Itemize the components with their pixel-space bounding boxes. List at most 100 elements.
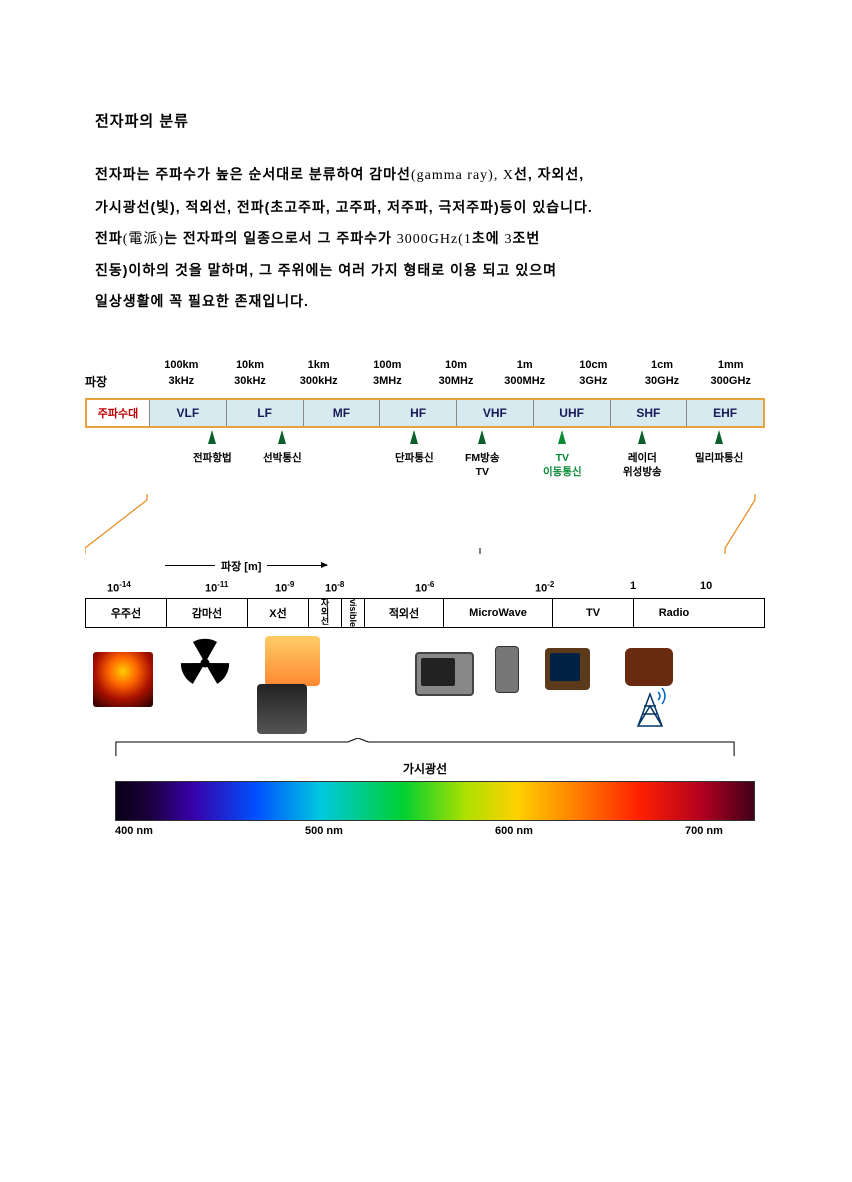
em-type-cell: MicroWave — [444, 599, 553, 627]
wavelength-value: 10km — [216, 357, 285, 374]
scale-column: 1mm300GHz — [696, 357, 765, 390]
band-cell: HF — [379, 400, 456, 426]
band-cell: EHF — [686, 400, 763, 426]
page-title: 전자파의 분류 — [95, 110, 762, 131]
nm-tick: 400 nm — [115, 825, 153, 837]
frequency-value: 300GHz — [696, 373, 765, 390]
wavelength-value: 1mm — [696, 357, 765, 374]
xray-icon — [257, 684, 307, 734]
exponent-value: 10-6 — [415, 580, 434, 595]
band-cell: SHF — [610, 400, 687, 426]
exponent-row: 10-1410-1110-910-810-610-2110 — [85, 580, 765, 598]
spectrum-chart: 파장 100km3kHz10km30kHz1km300kHz100m3MHz10… — [85, 357, 765, 841]
band-cell: VLF — [149, 400, 226, 426]
band-cells: VLFLFMFHFVHFUHFSHFEHF — [149, 400, 763, 426]
visible-light-bracket — [85, 738, 765, 758]
nm-tick: 600 nm — [495, 825, 533, 837]
exponent-value: 10-14 — [107, 580, 131, 595]
frequency-value: 30kHz — [216, 373, 285, 390]
p-line5: 일상생활에 꼭 필요한 존재입니다. — [95, 293, 309, 309]
sunbath-icon — [265, 636, 320, 686]
frequency-value: 3GHz — [559, 373, 628, 390]
wavelength-arrow: 파장 [m] — [165, 558, 765, 574]
p-line4: 진동)이하의 것을 말하며, 그 주위에는 여러 가지 형태로 이용 되고 있으… — [95, 262, 557, 278]
frequency-value: 3kHz — [147, 373, 216, 390]
wavelength-scale-row: 파장 100km3kHz10km30kHz1km300kHz100m3MHz10… — [85, 357, 765, 390]
frequency-value: 30MHz — [422, 373, 491, 390]
exponent-value: 10 — [700, 580, 712, 592]
em-type-cell: X선 — [248, 599, 309, 627]
exponent-value: 10-2 — [535, 580, 554, 595]
band-cell: MF — [303, 400, 380, 426]
application-label: 전파항법 — [193, 452, 232, 466]
band-cell: UHF — [533, 400, 610, 426]
scale-column: 10m30MHz — [422, 357, 491, 390]
wavelength-value: 10cm — [559, 357, 628, 374]
p-line1a: 전자파는 주파수가 높은 순서대로 분류하여 감마선 — [95, 166, 411, 182]
p-line3c: 는 전자파의 일종으로서 그 주파수가 — [164, 230, 397, 246]
em-type-cell: 감마선 — [167, 599, 248, 627]
p-line3a: 전파 — [95, 230, 123, 246]
p-line3b: (電派) — [123, 232, 164, 247]
tv-icon — [545, 648, 590, 690]
scale-column: 1cm30GHz — [628, 357, 697, 390]
phone-icon — [495, 646, 519, 693]
p-line1c: 선, 자외선, — [514, 166, 584, 182]
visible-light-label: 가시광선 — [85, 760, 765, 777]
scale-column: 10cm3GHz — [559, 357, 628, 390]
scale-column: 100m3MHz — [353, 357, 422, 390]
wavelength-value: 10m — [422, 357, 491, 374]
p-line3e: 초에 — [472, 230, 505, 246]
band-cell: VHF — [456, 400, 533, 426]
nanometer-scale-row: 400 nm 500 nm 600 nm 700 nm — [115, 821, 755, 841]
nm-tick: 700 nm — [685, 825, 723, 837]
em-type-cell: visible — [342, 599, 365, 627]
wavelength-value: 100km — [147, 357, 216, 374]
scale-column: 1m300MHz — [490, 357, 559, 390]
nm-tick: 500 nm — [305, 825, 343, 837]
application-label: 선박통신 — [263, 452, 302, 466]
scale-column: 100km3kHz — [147, 357, 216, 390]
tower-icon — [630, 686, 670, 728]
em-type-cell: 우주선 — [86, 599, 167, 627]
document-page: 전자파의 분류 전자파는 주파수가 높은 순서대로 분류하여 감마선(gamma… — [0, 0, 852, 901]
scale-column: 1km300kHz — [284, 357, 353, 390]
zoom-bracket — [85, 494, 765, 554]
wavelength-value: 1km — [284, 357, 353, 374]
radiation-icon — [180, 638, 230, 688]
band-cell: LF — [226, 400, 303, 426]
wavelength-axis-label: 파장 — [85, 373, 147, 390]
em-type-cell: 자외선 — [309, 599, 342, 627]
exponent-value: 10-9 — [275, 580, 294, 595]
em-type-cell: TV — [553, 599, 634, 627]
frequency-value: 300MHz — [490, 373, 559, 390]
wavelength-value: 100m — [353, 357, 422, 374]
example-icons-row — [85, 634, 765, 734]
application-label: 레이더위성방송 — [623, 452, 662, 479]
em-type-row: 우주선감마선X선자외선visible적외선MicroWaveTVRadio — [85, 598, 765, 628]
exponent-value: 10-8 — [325, 580, 344, 595]
full-spectrum-section: 파장 [m] 10-1410-1110-910-810-610-2110 우주선… — [85, 558, 765, 841]
frequency-value: 30GHz — [628, 373, 697, 390]
p-line3f: 3 — [505, 232, 513, 247]
explosion-icon — [93, 652, 153, 707]
frequency-value: 300kHz — [284, 373, 353, 390]
wavelength-value: 1m — [490, 357, 559, 374]
wavelength-value: 1cm — [628, 357, 697, 374]
application-label: FM방송TV — [465, 452, 499, 479]
p-line2a: 가시광선(빛), 적외선, 전파(초고주파, 고주파, 저주파, 극저주파)등이… — [95, 199, 593, 215]
band-axis-label: 주파수대 — [87, 400, 149, 426]
em-type-cell: 적외선 — [365, 599, 444, 627]
p-line3g: 조번 — [513, 230, 541, 246]
body-paragraph: 전자파는 주파수가 높은 순서대로 분류하여 감마선(gamma ray), X… — [95, 159, 762, 317]
arrow-line-right — [267, 565, 327, 566]
frequency-value: 3MHz — [353, 373, 422, 390]
visible-light-spectrum — [115, 781, 755, 821]
scale-columns: 100km3kHz10km30kHz1km300kHz100m3MHz10m30… — [147, 357, 765, 390]
application-label: 단파통신 — [395, 452, 434, 466]
applications-row: 전파항법선박통신단파통신FM방송TVTV이동통신레이더위성방송밀리파통신 — [85, 430, 765, 490]
microwave-icon — [415, 652, 474, 696]
scale-column: 10km30kHz — [216, 357, 285, 390]
wavelength-arrow-label: 파장 [m] — [221, 558, 261, 574]
application-label: TV이동통신 — [543, 452, 582, 479]
